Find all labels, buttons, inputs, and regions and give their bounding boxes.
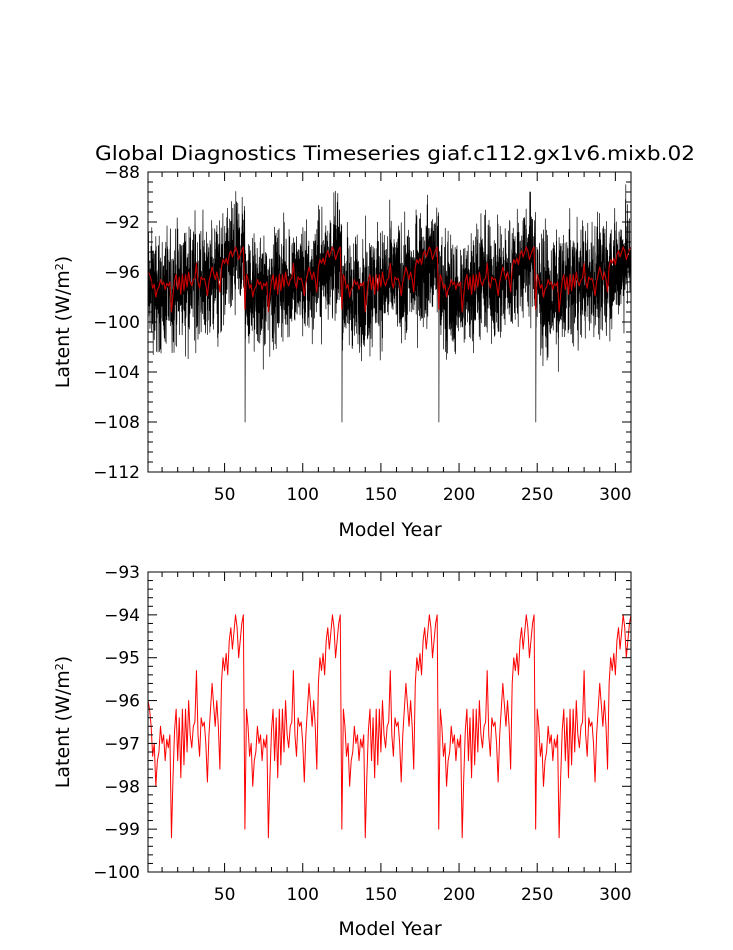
x-tick-label: 100 [287, 485, 319, 505]
y-tick-label: −92 [104, 213, 140, 233]
top-panel-series [148, 184, 631, 423]
plot-area [148, 614, 631, 839]
bottom-panel: 50 100 150 200 250 300 −100 −99 −98 −97 −96 −95 −94 −… [52, 563, 632, 940]
x-tick-label: 200 [443, 885, 475, 905]
y-tick-label: −96 [104, 692, 140, 712]
top-panel-ylabel: Latent (W/m2) [52, 256, 74, 388]
monthly-series-line [148, 184, 631, 423]
y-tick-label: −88 [104, 163, 140, 183]
x-tick-label: 300 [599, 485, 631, 505]
y-tick-label: −100 [93, 313, 140, 333]
x-tick-label: 100 [287, 885, 319, 905]
x-tick-label: 200 [443, 485, 475, 505]
bottom-panel-series [148, 614, 631, 839]
top-panel-xlabel: Model Year [338, 519, 442, 541]
y-tick-label: −94 [104, 606, 140, 626]
x-tick-label: 250 [521, 885, 553, 905]
y-tick-label: −112 [93, 463, 140, 483]
plot-frame [147, 571, 632, 873]
bottom-panel-axes: 50 100 150 200 250 300 −100 −99 −98 −97 −96 −95 −94 −… [93, 563, 631, 905]
x-tick-label: 300 [599, 885, 631, 905]
top-panel-axes: 50 100 150 200 250 300 −112 −108 −104 −100 −96 −92 −… [93, 163, 631, 505]
bottom-panel-xlabel: Model Year [338, 918, 442, 940]
y-tick-label: −104 [93, 363, 140, 383]
annual-series-line [148, 246, 631, 313]
y-tick-label: −93 [104, 563, 140, 583]
y-tick-label: −95 [104, 649, 140, 669]
y-tick-label: −99 [104, 820, 140, 840]
figure-title: Global Diagnostics Timeseries giaf.c112.… [95, 142, 695, 165]
y-tick-label: −100 [93, 863, 140, 883]
top-panel: 50 100 150 200 250 300 −112 −108 −104 −100 −96 −92 −… [52, 163, 632, 541]
y-tick-label: −98 [104, 777, 140, 797]
bottom-panel-ylabel: Latent (W/m2) [52, 656, 74, 788]
x-tick-label: 250 [521, 485, 553, 505]
y-tick-label: −97 [104, 734, 140, 754]
y-tick-label: −96 [104, 263, 140, 283]
y-tick-label: −108 [93, 413, 140, 433]
plot-area [148, 184, 631, 423]
x-tick-label: 50 [214, 485, 236, 505]
annual-series-line [148, 614, 631, 839]
x-tick-label: 50 [214, 885, 236, 905]
x-tick-label: 150 [365, 485, 397, 505]
x-tick-label: 150 [365, 885, 397, 905]
